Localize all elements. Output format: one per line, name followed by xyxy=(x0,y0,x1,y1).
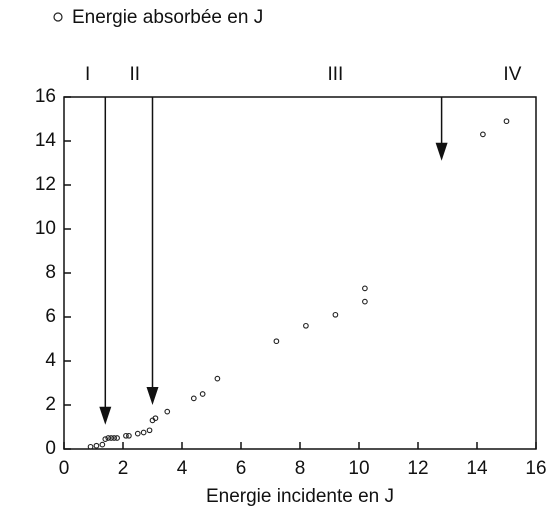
y-tick-label: 16 xyxy=(35,86,56,107)
x-tick-label: 12 xyxy=(407,458,428,479)
data-point xyxy=(214,375,221,382)
x-tick-label: 6 xyxy=(236,458,247,479)
arrow-head xyxy=(146,387,159,405)
y-tick-label: 8 xyxy=(45,262,56,283)
arrow-head xyxy=(99,406,112,425)
x-tick-label: 14 xyxy=(466,458,488,479)
region-label: I xyxy=(85,64,90,85)
data-point xyxy=(164,408,171,415)
x-tick-label: 10 xyxy=(348,458,369,479)
data-point xyxy=(140,429,147,436)
data-point xyxy=(362,298,368,305)
data-point xyxy=(102,436,109,442)
arrow-head xyxy=(435,142,448,161)
data-point xyxy=(362,285,368,292)
data-point xyxy=(199,391,206,397)
y-tick-label: 10 xyxy=(35,218,56,239)
data-point xyxy=(105,435,112,441)
data-point xyxy=(114,435,120,441)
x-axis-label: Energie incidente en J xyxy=(206,486,394,507)
region-label: III xyxy=(327,64,343,85)
data-point xyxy=(93,442,100,449)
y-tick-label: 4 xyxy=(45,350,56,371)
x-tick-label: 4 xyxy=(177,458,188,479)
y-tick-label: 0 xyxy=(45,438,56,459)
data-point xyxy=(332,311,339,318)
region-label: IV xyxy=(503,64,521,85)
data-point xyxy=(273,338,280,345)
legend-label: Energie absorbée en J xyxy=(72,7,263,28)
data-point xyxy=(503,118,510,125)
x-tick-label: 16 xyxy=(525,458,546,479)
legend-marker xyxy=(53,12,63,22)
y-tick-label: 12 xyxy=(35,174,56,195)
y-tick-label: 2 xyxy=(45,394,56,415)
data-point xyxy=(123,432,129,439)
x-tick-label: 0 xyxy=(59,458,70,479)
x-tick-label: 2 xyxy=(118,458,129,479)
x-tick-label: 8 xyxy=(295,458,306,479)
data-point xyxy=(146,427,153,434)
data-point xyxy=(303,322,309,329)
region-label: II xyxy=(130,64,141,85)
data-point xyxy=(480,131,486,138)
y-tick-label: 6 xyxy=(45,306,56,327)
data-point xyxy=(190,395,197,402)
y-tick-label: 14 xyxy=(35,130,57,151)
data-point xyxy=(134,430,141,437)
data-point xyxy=(87,443,94,450)
data-point xyxy=(108,435,115,441)
data-point xyxy=(126,432,132,439)
data-point xyxy=(152,415,159,422)
data-point xyxy=(111,435,117,441)
data-point xyxy=(99,441,106,448)
plot-frame xyxy=(63,96,537,450)
